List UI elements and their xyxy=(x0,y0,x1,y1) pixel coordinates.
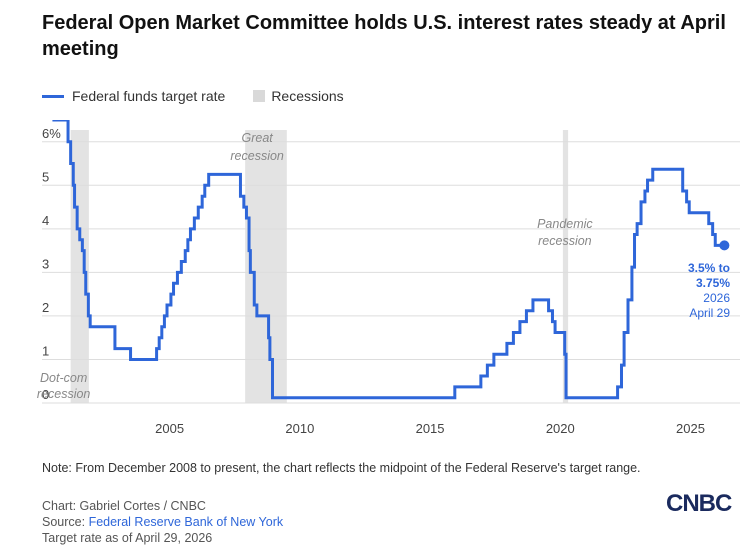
y-tick-label: 4 xyxy=(42,213,49,228)
y-tick-label: 5 xyxy=(42,169,49,184)
fed-funds-rate-line xyxy=(52,120,725,400)
chart-title: Federal Open Market Committee holds U.S.… xyxy=(42,12,726,60)
recession-band-1 xyxy=(245,130,287,403)
recession-label-0: Dot-com xyxy=(40,371,87,385)
recession-label-1: Great xyxy=(242,131,274,145)
recession-label-2: Pandemic xyxy=(537,217,593,231)
last-value-date: April 29 xyxy=(689,306,730,320)
recession-label-0: recession xyxy=(37,387,91,401)
recession-band-2 xyxy=(562,130,569,403)
chart-byline: Chart: Gabriel Cortes / CNBC xyxy=(42,499,206,513)
y-tick-label: 0 xyxy=(42,387,49,402)
x-tick-label: 2020 xyxy=(546,421,575,436)
legend-series-swatch xyxy=(42,94,64,98)
target-rate-date: Target rate as of April 29, 2026 xyxy=(42,531,213,545)
chart-credits: Chart: Gabriel Cortes / CNBC Source: Fed… xyxy=(42,498,542,546)
source-prefix: Source: xyxy=(42,515,89,529)
chart-source: Source: Federal Reserve Bank of New York xyxy=(42,514,542,530)
legend-recession-swatch xyxy=(253,90,266,102)
recession-label-1: recession xyxy=(230,149,284,163)
source-link[interactable]: Federal Reserve Bank of New York xyxy=(88,515,284,529)
x-tick-label: 2010 xyxy=(285,421,314,436)
legend-series-label: Federal funds target rate xyxy=(72,88,226,104)
chart-note: Note: From December 2008 to present, the… xyxy=(42,461,641,475)
x-tick-label: 2015 xyxy=(416,421,445,436)
cnbc-logo: CNBC xyxy=(666,490,732,517)
last-value-date: 2026 xyxy=(703,291,730,305)
last-value-range: 3.5% to xyxy=(688,261,730,275)
y-tick-label: 6% xyxy=(42,126,61,141)
gridlines xyxy=(42,141,740,404)
last-value-dot xyxy=(719,240,730,251)
legend: Federal funds target rate Recessions xyxy=(42,88,344,104)
last-value-range: 3.75% xyxy=(696,276,730,290)
y-tick-label: 1 xyxy=(42,343,49,358)
y-axis-ticks: 0 1 2 3 4 5 6% xyxy=(42,126,61,402)
recession-label-2: recession xyxy=(538,234,592,248)
y-tick-label: 2 xyxy=(42,300,49,315)
recession-bands xyxy=(70,130,569,403)
x-tick-label: 2025 xyxy=(676,421,705,436)
legend-recession-label: Recessions xyxy=(271,88,344,104)
y-tick-label: 3 xyxy=(42,256,49,271)
recession-annotations: Dot-com recession Great recession Pandemic re… xyxy=(37,131,594,401)
x-tick-label: 2005 xyxy=(155,421,184,436)
rate-chart: 0 1 2 3 4 5 6% 2005 2010 2015 2020 2025 Dot-com rec… xyxy=(37,120,740,436)
x-axis-ticks: 2005 2010 2015 2020 2025 xyxy=(155,421,705,436)
